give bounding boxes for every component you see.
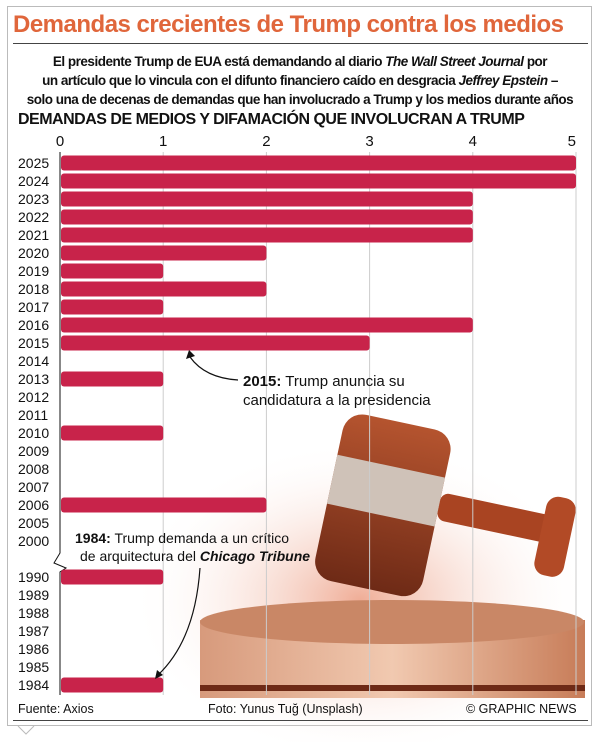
y-tick-label: 1984 — [18, 677, 49, 693]
y-tick-label: 2023 — [18, 191, 49, 207]
photo-credit: Foto: Yunus Tuğ (Unsplash) — [208, 702, 363, 716]
bar-2013 — [61, 371, 164, 387]
footer-divider — [13, 720, 588, 721]
y-tick-label: 1987 — [18, 623, 49, 639]
y-tick-label: 1990 — [18, 569, 49, 585]
y-tick-label: 2011 — [18, 407, 48, 423]
bar-2016 — [61, 317, 473, 333]
bar-1984 — [61, 677, 164, 693]
frame-pointer — [17, 725, 35, 735]
x-tick-label: 4 — [469, 133, 477, 150]
bar-2020 — [61, 245, 267, 261]
title-divider — [13, 43, 588, 44]
y-tick-label: 1986 — [18, 641, 49, 657]
y-tick-label: 2008 — [18, 461, 49, 477]
arrowhead-2015 — [186, 350, 195, 359]
y-tick-label: 2017 — [18, 299, 49, 315]
bar-2006 — [61, 497, 267, 513]
annotation-1984: 1984: Trump demanda a un crítico de arqu… — [75, 530, 311, 564]
subtitle-line-1: El presidente Trump de EUA está demandan… — [52, 54, 548, 69]
y-tick-label: 2016 — [18, 317, 49, 333]
y-tick-label: 2000 — [18, 533, 49, 549]
y-tick-label: 2022 — [18, 209, 49, 225]
y-tick-label: 2007 — [18, 479, 49, 495]
bar-2022 — [61, 209, 473, 225]
y-tick-label: 1985 — [18, 659, 49, 675]
bar-2017 — [61, 299, 164, 315]
x-tick-label: 5 — [568, 133, 576, 150]
arrowhead-1984 — [155, 670, 163, 679]
arrow-2015 — [189, 356, 239, 381]
bar-2018 — [61, 281, 267, 297]
subtitle-line-2: un artículo que lo vincula con el difunt… — [42, 73, 558, 88]
bar-2024 — [61, 173, 576, 189]
y-tick-label: 1989 — [18, 587, 49, 603]
y-tick-label: 2012 — [18, 389, 49, 405]
bar-2019 — [61, 263, 164, 279]
y-tick-label: 2020 — [18, 245, 49, 261]
y-tick-label: 2005 — [18, 515, 49, 531]
x-tick-label: 1 — [159, 133, 167, 150]
y-tick-label: 2009 — [18, 443, 49, 459]
y-tick-label: 2015 — [18, 335, 49, 351]
copyright: © GRAPHIC NEWS — [466, 702, 577, 716]
y-tick-label: 2013 — [18, 371, 49, 387]
subtitle: El presidente Trump de EUA está demandan… — [10, 52, 590, 109]
bar-2023 — [61, 191, 473, 207]
gavel-photo — [130, 414, 590, 742]
bar-2025 — [61, 155, 576, 171]
bar-2021 — [61, 227, 473, 243]
subtitle-line-3: solo una de decenas de demandas que han … — [26, 92, 574, 107]
bar-1990 — [61, 569, 164, 585]
x-tick-label: 0 — [56, 133, 64, 150]
source-note: Fuente: Axios — [18, 702, 94, 716]
y-tick-label: 2024 — [18, 173, 49, 189]
y-tick-label: 2025 — [18, 155, 49, 171]
y-tick-label: 2019 — [18, 263, 49, 279]
y-tick-label: 2021 — [18, 227, 49, 243]
bar-2010 — [61, 425, 164, 441]
y-axis-break — [53, 152, 68, 695]
arrow-1984 — [157, 567, 201, 676]
y-tick-label: 2010 — [18, 425, 49, 441]
x-tick-label: 2 — [262, 133, 270, 150]
y-tick-label: 2006 — [18, 497, 49, 513]
y-tick-label: 2018 — [18, 281, 49, 297]
y-tick-label: 2014 — [18, 353, 49, 369]
x-tick-label: 3 — [365, 133, 373, 150]
chart-title: DEMANDAS DE MEDIOS Y DIFAMACIÓN QUE INVO… — [18, 111, 525, 128]
annotation-2015: 2015: Trump anuncia su candidatura a la … — [243, 373, 431, 409]
bar-2015 — [61, 335, 370, 351]
y-tick-label: 1988 — [18, 605, 49, 621]
page-title: Demandas crecientes de Trump contra los … — [13, 11, 564, 38]
